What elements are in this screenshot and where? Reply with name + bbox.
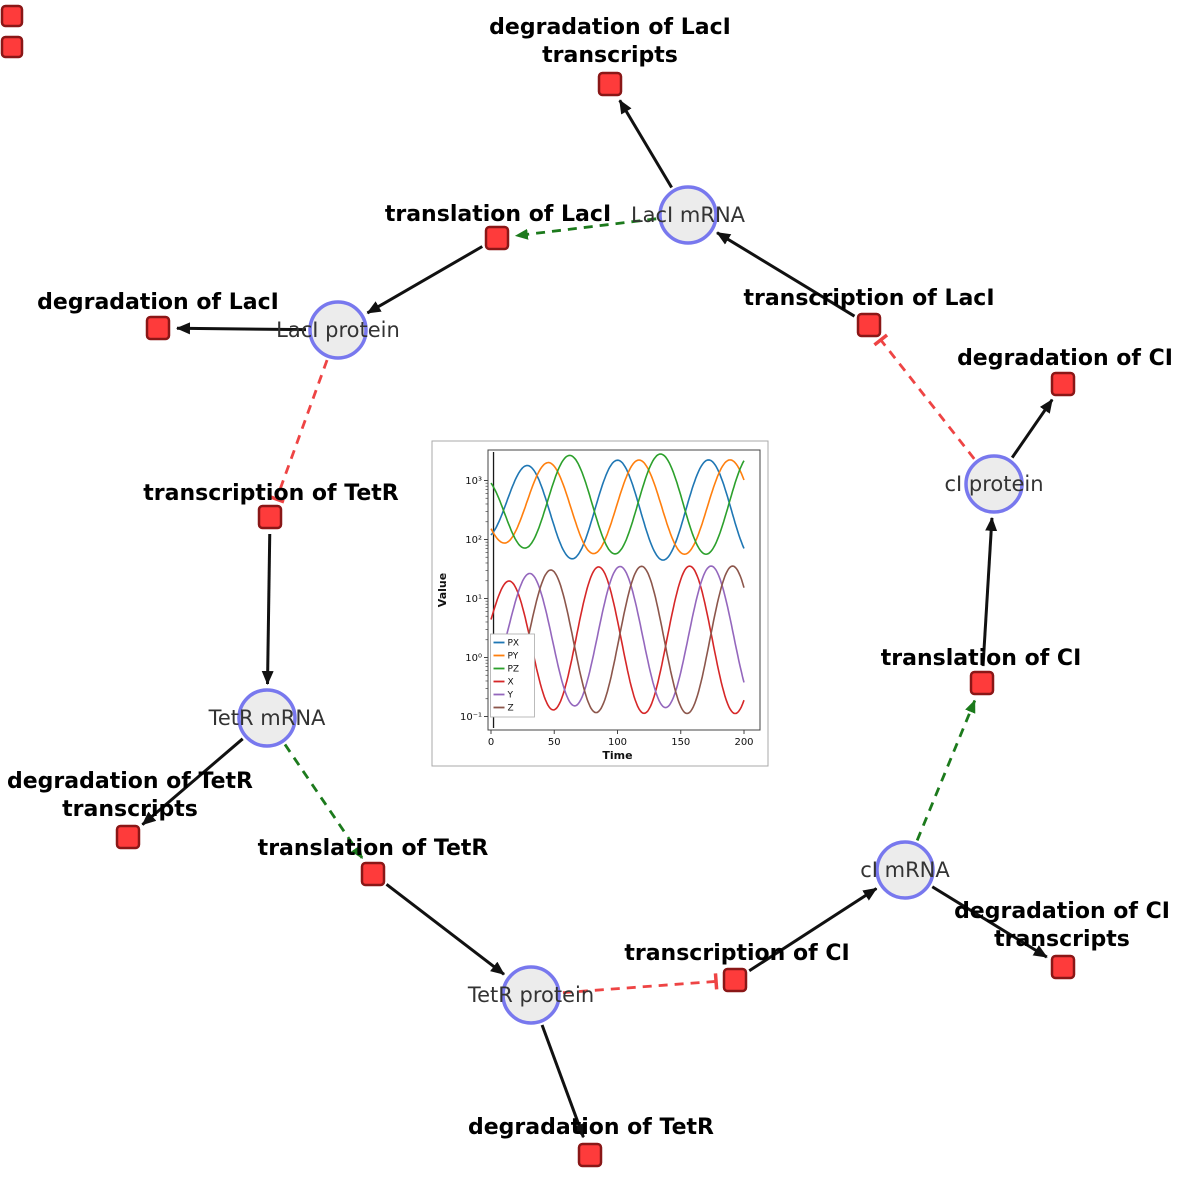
reaction-label-deg-ci-tx-line1: degradation of CI [954, 899, 1170, 924]
edge-transcription-ci-to-ci-mrna [748, 887, 878, 973]
chart-legend-box [490, 633, 535, 718]
species-label-laci-protein: LacI protein [276, 318, 400, 342]
legend-label-PX: PX [508, 639, 520, 649]
species-label-tetr-mrna: TetR mRNA [208, 706, 326, 730]
reaction-node-deg-laci-tx [597, 71, 623, 97]
reaction-node-deg-tetr [577, 1142, 603, 1168]
edge-ci-mrna-to-translation-ci [915, 699, 977, 841]
y-tick-label: 10³ [465, 476, 482, 487]
series-curve-PZ [490, 453, 745, 555]
x-tick-label: 100 [608, 737, 627, 748]
series-curve-PX [490, 459, 745, 561]
edge-transcription-laci-to-laci-mrna [716, 231, 856, 318]
legend-label-PY: PY [508, 652, 519, 662]
reaction-node-deg-laci [145, 315, 171, 341]
series-curve-Z [490, 565, 745, 715]
species-label-tetr-protein: TetR protein [467, 983, 594, 1007]
legend-label-Y: Y [507, 691, 514, 701]
edge-ci-mrna-to-deg-ci-tx [931, 885, 1048, 959]
y-tick-label: 10⁻¹ [460, 712, 482, 723]
edge-tetr-mrna-to-deg-tetr-tx [141, 737, 244, 826]
corner-marker-square-2 [0, 35, 24, 59]
reaction-label-translation-laci: translation of LacI [385, 202, 611, 227]
reaction-node-translation-tetr [360, 861, 386, 887]
x-tick-label: 0 [488, 737, 494, 748]
species-label-ci-protein: cI protein [944, 472, 1043, 496]
edge-ci-protein-to-deg-ci [1010, 398, 1054, 459]
series-curve-Y [490, 565, 745, 709]
edge-translation-ci-to-ci-protein [981, 516, 998, 667]
species-node-ci-mrna [875, 840, 935, 900]
y-tick-label: 10⁰ [465, 653, 482, 664]
reaction-node-transcription-laci [856, 312, 882, 338]
legend-label-PZ: PZ [508, 665, 520, 675]
edge-laci-mrna-to-deg-laci-tx [618, 99, 673, 189]
x-tick-label: 200 [734, 737, 753, 748]
reaction-label-deg-tetr: degradation of TetR [468, 1115, 714, 1140]
time-series-chart: 10⁻¹ 10⁰ 10¹ 10² 10³ 0 50 100 150 200 Time Value PX P… [431, 440, 769, 767]
reaction-label-transcription-tetr: transcription of TetR [143, 481, 399, 506]
chart-layer: 10⁻¹ 10⁰ 10¹ 10² 10³ 0 50 100 150 200 Time Value PX P… [431, 440, 769, 767]
reaction-label-deg-laci-tx-line2: transcripts [542, 43, 678, 68]
edge-tetr-protein-to-deg-tetr [540, 1024, 585, 1139]
species-node-ci-protein [964, 454, 1024, 514]
edges-layer [141, 99, 1054, 1139]
reaction-node-deg-ci-tx [1050, 954, 1076, 980]
edge-translation-laci-to-laci-protein [366, 245, 484, 315]
edge-tetr-mrna-to-translation-tetr [283, 743, 364, 860]
reaction-label-transcription-laci: transcription of LacI [743, 286, 994, 311]
nodes-layer [0, 4, 1076, 1168]
edge-laci-mrna-to-translation-laci [514, 217, 657, 240]
x-tick-label: 50 [548, 737, 561, 748]
reaction-node-transcription-ci [722, 967, 748, 993]
reaction-label-deg-tetr-tx-line2: transcripts [62, 797, 198, 822]
reaction-node-translation-ci [969, 670, 995, 696]
reaction-label-transcription-ci: transcription of CI [624, 941, 849, 966]
labels-layer: LacI mRNA LacI protein TetR mRNA TetR prote… [7, 15, 1173, 1140]
species-node-laci-protein [308, 300, 368, 360]
reaction-label-deg-tetr-tx-line1: degradation of TetR [7, 769, 253, 794]
y-tick-label: 10¹ [465, 594, 482, 605]
edge-transcription-tetr-to-tetr-mrna [261, 533, 274, 686]
reaction-label-translation-ci: translation of CI [881, 646, 1082, 671]
edge-laci-protein-to-deg-laci [175, 322, 307, 335]
reaction-node-translation-laci [484, 225, 510, 251]
y-axis-label: Value [436, 573, 449, 607]
corner-marker-square-1 [0, 4, 24, 28]
edge-translation-tetr-to-tetr-protein [385, 883, 505, 976]
species-node-tetr-protein [501, 965, 561, 1025]
series-curve-PY [490, 459, 745, 555]
reaction-node-deg-tetr-tx [115, 824, 141, 850]
legend-label-X: X [508, 678, 514, 688]
x-axis-label: Time [602, 749, 632, 762]
species-label-laci-mrna: LacI mRNA [631, 203, 746, 227]
y-tick-label: 10² [465, 535, 482, 546]
legend-label-Z: Z [508, 704, 514, 714]
x-tick-label: 150 [671, 737, 690, 748]
reaction-label-deg-laci: degradation of LacI [37, 290, 279, 315]
reaction-label-deg-ci-tx-line2: transcripts [994, 927, 1130, 952]
reaction-node-deg-ci [1050, 371, 1076, 397]
reaction-label-deg-laci-tx-line1: degradation of LacI [489, 15, 731, 40]
species-node-tetr-mrna [237, 688, 297, 748]
species-node-laci-mrna [658, 185, 718, 245]
reaction-node-transcription-tetr [257, 504, 283, 530]
reaction-label-translation-tetr: translation of TetR [258, 836, 489, 861]
edge-laci-protein-to-transcription-tetr [268, 359, 329, 504]
species-label-ci-mrna: cI mRNA [860, 858, 950, 882]
reaction-label-deg-ci: degradation of CI [957, 346, 1173, 371]
